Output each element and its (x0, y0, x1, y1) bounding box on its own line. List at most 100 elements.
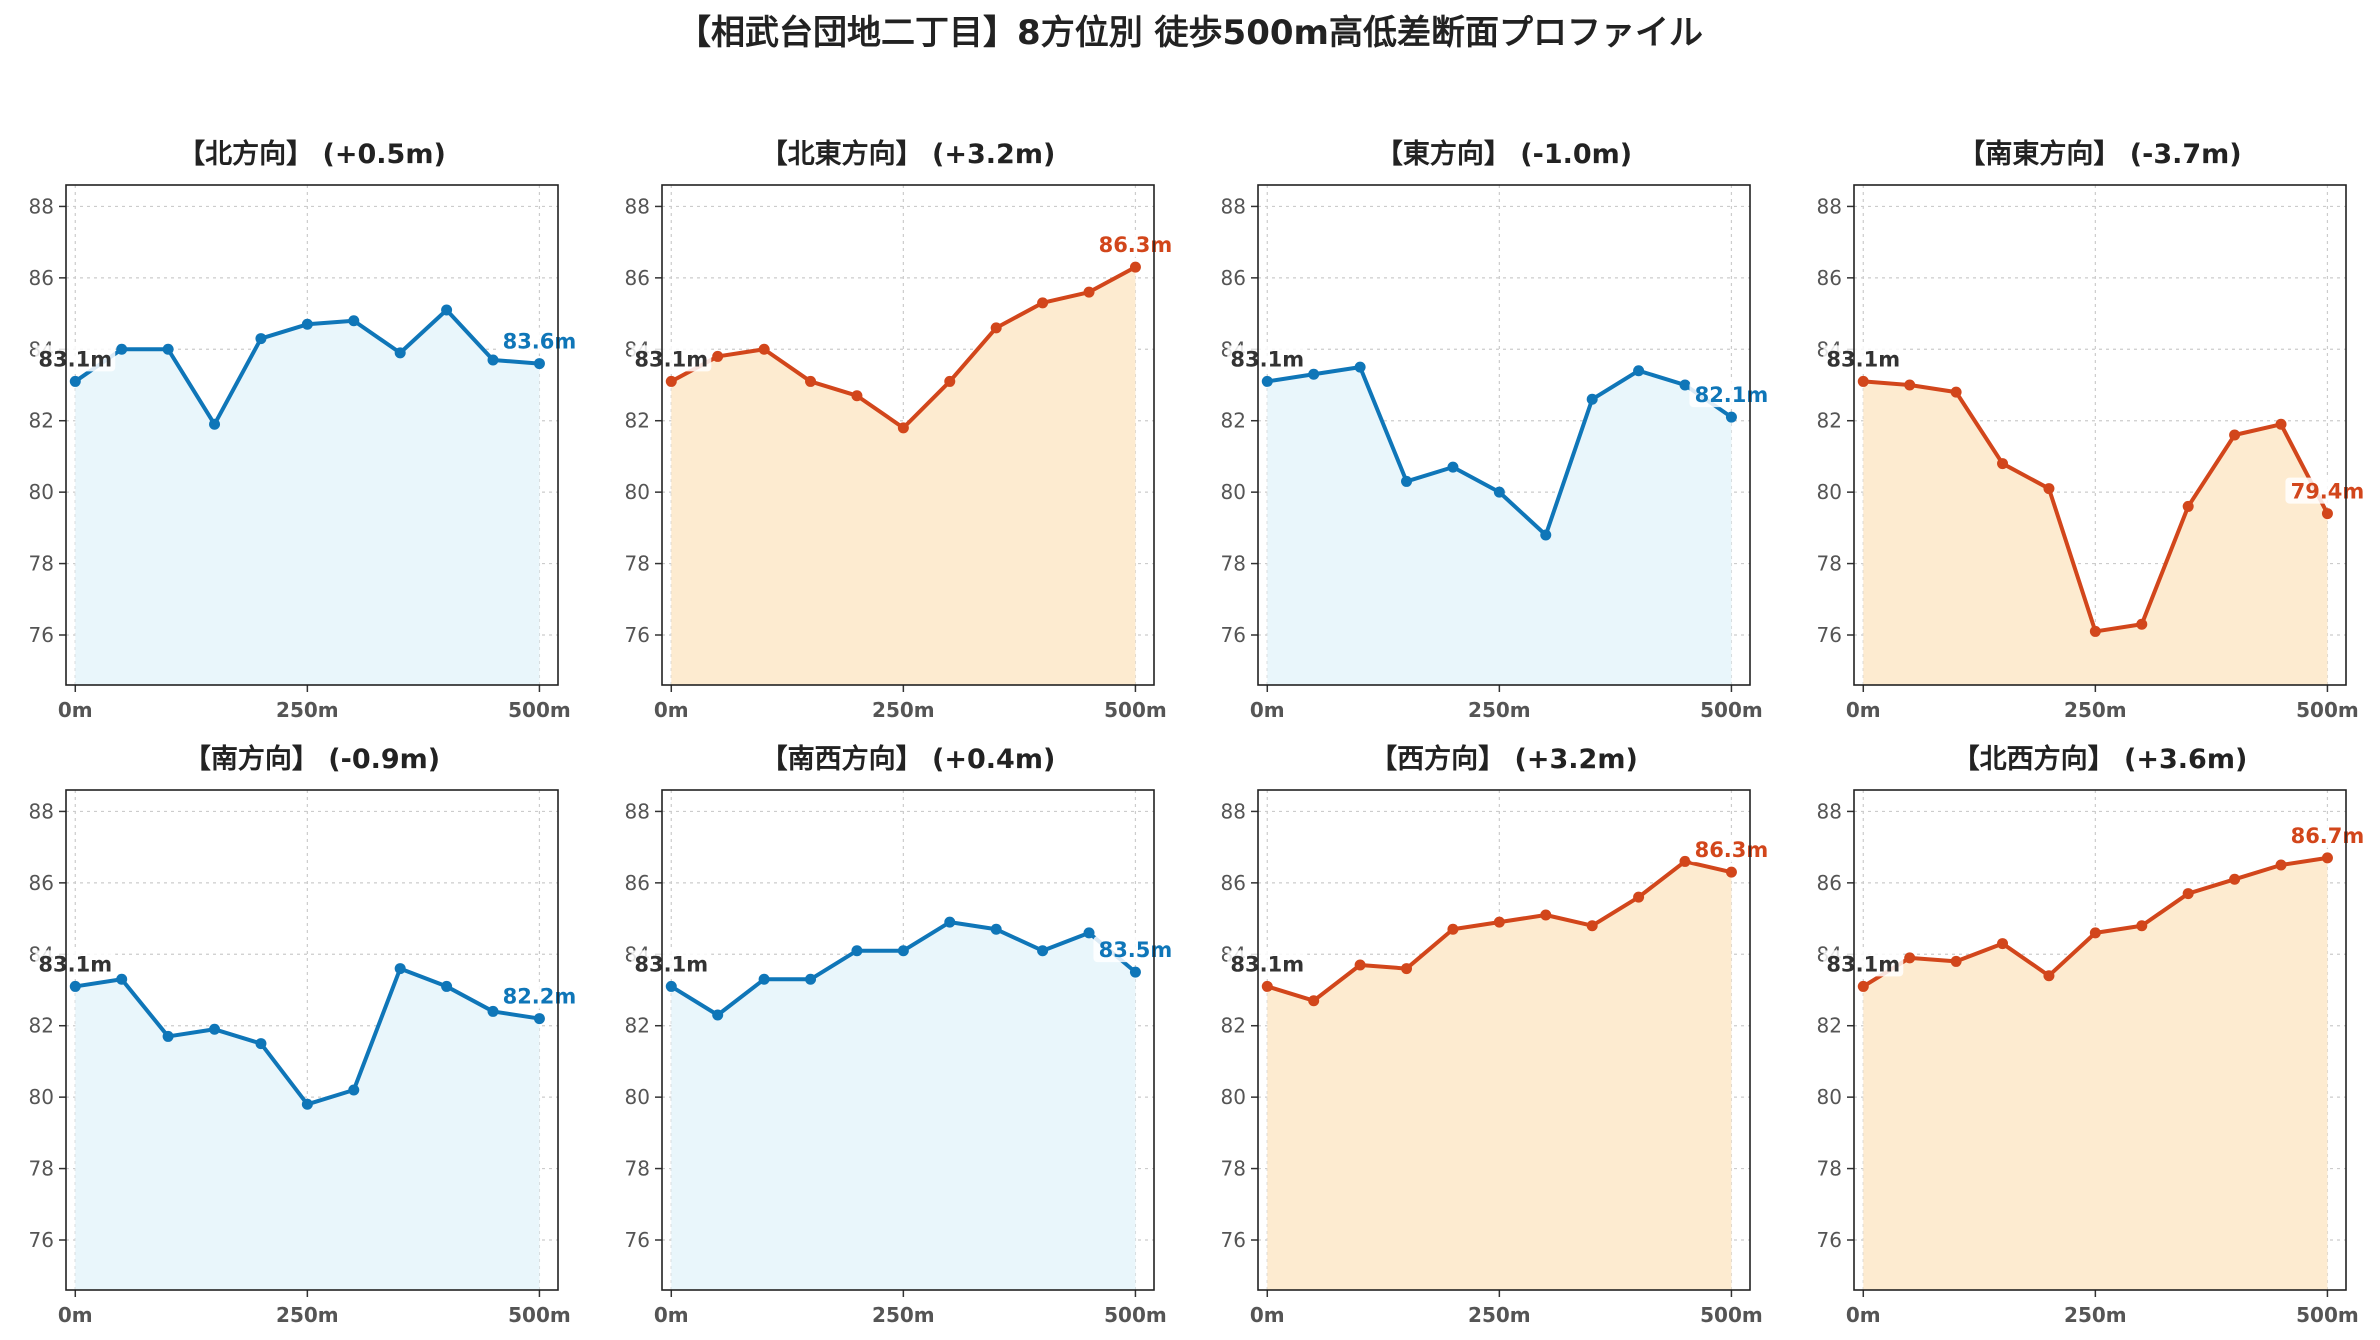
start-label-box (1227, 950, 1308, 977)
x-tick-label: 0m (1846, 698, 1881, 722)
panel-title: 【北東方向】 (+3.2m) (761, 138, 1056, 170)
elevation-area (671, 922, 1136, 1290)
elevation-area (1267, 367, 1732, 685)
data-point (712, 350, 724, 362)
data-point (301, 1098, 313, 1110)
y-tick-label: 86 (625, 266, 650, 290)
data-point (1261, 375, 1273, 387)
y-tick-label: 78 (1221, 552, 1246, 576)
end-label-box (1689, 381, 1774, 408)
x-tick-label: 250m (2064, 698, 2127, 722)
axes-frame (65, 789, 559, 1291)
y-tick-label: 86 (1817, 871, 1842, 895)
data-point (897, 422, 909, 434)
data-point (2229, 873, 2241, 885)
y-tick-label: 78 (625, 552, 650, 576)
y-tick-label: 88 (1817, 194, 1842, 218)
end-elevation-label: 83.6m (503, 330, 577, 354)
axes-frame (661, 789, 1155, 1291)
end-elevation-label: 86.3m (1099, 233, 1173, 257)
data-point (69, 980, 81, 992)
data-point (1261, 980, 1273, 992)
start-elevation-label: 83.1m (38, 347, 112, 371)
data-point (255, 333, 267, 345)
data-point (665, 375, 677, 387)
data-point (2182, 888, 2194, 900)
y-tick-label: 82 (1817, 409, 1842, 433)
data-point (2089, 625, 2101, 637)
y-tick-label: 88 (29, 799, 54, 823)
x-tick-label: 250m (1468, 1303, 1531, 1327)
x-tick-label: 500m (1700, 698, 1763, 722)
axes-frame (661, 184, 1155, 686)
data-point (758, 343, 770, 355)
elevation-area (671, 267, 1136, 685)
end-label-box (497, 327, 582, 354)
x-tick-label: 500m (1700, 1303, 1763, 1327)
data-point (990, 322, 1002, 334)
data-point (944, 375, 956, 387)
y-tick-label: 78 (1221, 1157, 1246, 1181)
data-point (116, 973, 128, 985)
panel-7: 【北西方向】 (+3.6m)767880828486880m250m500m83… (1817, 743, 2370, 1327)
y-tick-label: 80 (1817, 1085, 1842, 1109)
panel-title: 【北方向】 (+0.5m) (178, 138, 446, 170)
panel-4: 【南方向】 (-0.9m)767880828486880m250m500m83.… (29, 743, 582, 1327)
data-point (209, 1023, 221, 1035)
axes-frame (1853, 184, 2347, 686)
start-label-box (35, 950, 116, 977)
x-tick-label: 500m (2296, 1303, 2359, 1327)
data-point (487, 1005, 499, 1017)
y-tick-label: 86 (29, 871, 54, 895)
panel-1: 【北東方向】 (+3.2m)767880828486880m250m500m83… (625, 138, 1178, 722)
data-point (944, 916, 956, 928)
y-tick-label: 82 (1221, 409, 1246, 433)
data-point (1308, 995, 1320, 1007)
data-point (2229, 429, 2241, 441)
end-label-box (497, 982, 582, 1009)
data-point (1083, 927, 1095, 939)
data-point (1633, 891, 1645, 903)
y-tick-label: 80 (1221, 480, 1246, 504)
data-point (805, 973, 817, 985)
start-elevation-label: 83.1m (634, 347, 708, 371)
data-point (758, 973, 770, 985)
data-point (394, 347, 406, 359)
x-tick-label: 0m (58, 698, 93, 722)
x-tick-label: 0m (1250, 1303, 1285, 1327)
data-point (805, 375, 817, 387)
x-tick-label: 250m (276, 1303, 339, 1327)
end-label-box (1093, 231, 1178, 258)
end-label-box (1689, 836, 1774, 863)
x-tick-label: 0m (1250, 698, 1285, 722)
data-point (394, 963, 406, 975)
data-point (897, 945, 909, 957)
panel-title: 【南東方向】 (-3.7m) (1958, 138, 2241, 170)
data-point (1857, 980, 1869, 992)
data-point (1679, 855, 1691, 867)
y-tick-label: 86 (1221, 871, 1246, 895)
data-point (1857, 375, 1869, 387)
data-point (1037, 945, 1049, 957)
x-tick-label: 0m (654, 698, 689, 722)
data-point (348, 315, 360, 327)
data-point (1308, 368, 1320, 380)
start-elevation-label: 83.1m (1230, 347, 1304, 371)
data-point (1904, 379, 1916, 391)
data-point (441, 980, 453, 992)
y-tick-label: 88 (1221, 799, 1246, 823)
y-tick-label: 88 (29, 194, 54, 218)
end-label-box (2285, 477, 2370, 504)
data-point (348, 1084, 360, 1096)
start-label-box (631, 345, 712, 372)
data-point (533, 1013, 545, 1025)
y-tick-label: 88 (625, 799, 650, 823)
axes-frame (65, 184, 559, 686)
x-tick-label: 500m (1104, 1303, 1167, 1327)
x-tick-label: 0m (1846, 1303, 1881, 1327)
data-point (1997, 938, 2009, 950)
data-point (116, 343, 128, 355)
x-tick-label: 0m (58, 1303, 93, 1327)
y-tick-label: 80 (1221, 1085, 1246, 1109)
